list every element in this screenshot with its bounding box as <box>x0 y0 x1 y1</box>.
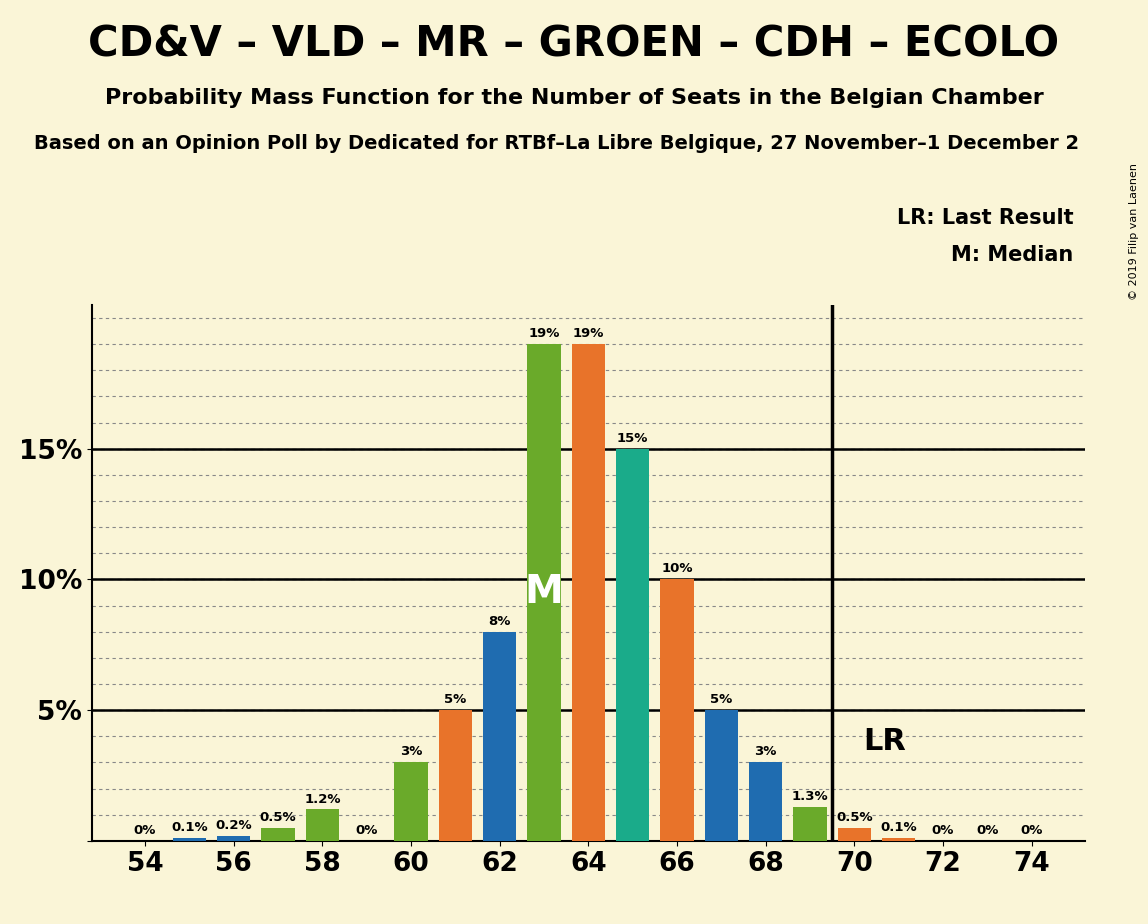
Text: 10%: 10% <box>661 563 692 576</box>
Bar <box>616 449 650 841</box>
Text: 0.1%: 0.1% <box>171 821 208 834</box>
Bar <box>572 344 605 841</box>
Bar <box>172 838 205 841</box>
Text: 0%: 0% <box>356 824 378 837</box>
Text: 1.2%: 1.2% <box>304 793 341 806</box>
Text: 0.2%: 0.2% <box>216 819 253 832</box>
Bar <box>882 838 915 841</box>
Bar <box>793 807 827 841</box>
Text: 0%: 0% <box>976 824 999 837</box>
Text: Probability Mass Function for the Number of Seats in the Belgian Chamber: Probability Mass Function for the Number… <box>104 88 1044 108</box>
Text: 0.5%: 0.5% <box>259 811 296 824</box>
Text: 15%: 15% <box>616 432 649 444</box>
Text: 19%: 19% <box>528 327 560 340</box>
Bar <box>217 835 250 841</box>
Text: 0.1%: 0.1% <box>881 821 917 834</box>
Bar <box>483 632 517 841</box>
Text: 3%: 3% <box>754 746 777 759</box>
Text: LR: Last Result: LR: Last Result <box>897 208 1073 228</box>
Text: 5%: 5% <box>444 693 466 706</box>
Bar <box>748 762 782 841</box>
Bar <box>527 344 560 841</box>
Text: 3%: 3% <box>400 746 422 759</box>
Bar <box>439 711 472 841</box>
Text: 1.3%: 1.3% <box>792 790 829 803</box>
Text: CD&V – VLD – MR – GROEN – CDH – ECOLO: CD&V – VLD – MR – GROEN – CDH – ECOLO <box>88 23 1060 65</box>
Bar <box>305 809 339 841</box>
Text: LR: LR <box>863 727 906 756</box>
Text: M: Median: M: Median <box>952 245 1073 265</box>
Text: Based on an Opinion Poll by Dedicated for RTBf–La Libre Belgique, 27 November–1 : Based on an Opinion Poll by Dedicated fo… <box>34 134 1079 153</box>
Bar <box>838 828 871 841</box>
Text: 0%: 0% <box>1021 824 1042 837</box>
Bar <box>395 762 428 841</box>
Text: 8%: 8% <box>489 614 511 627</box>
Text: 5%: 5% <box>711 693 732 706</box>
Text: 0%: 0% <box>932 824 954 837</box>
Bar <box>262 828 295 841</box>
Text: © 2019 Filip van Laenen: © 2019 Filip van Laenen <box>1130 163 1139 299</box>
Text: 19%: 19% <box>573 327 604 340</box>
Text: M: M <box>525 574 564 612</box>
Text: 0%: 0% <box>134 824 156 837</box>
Bar <box>660 579 693 841</box>
Bar <box>705 711 738 841</box>
Text: 0.5%: 0.5% <box>836 811 872 824</box>
